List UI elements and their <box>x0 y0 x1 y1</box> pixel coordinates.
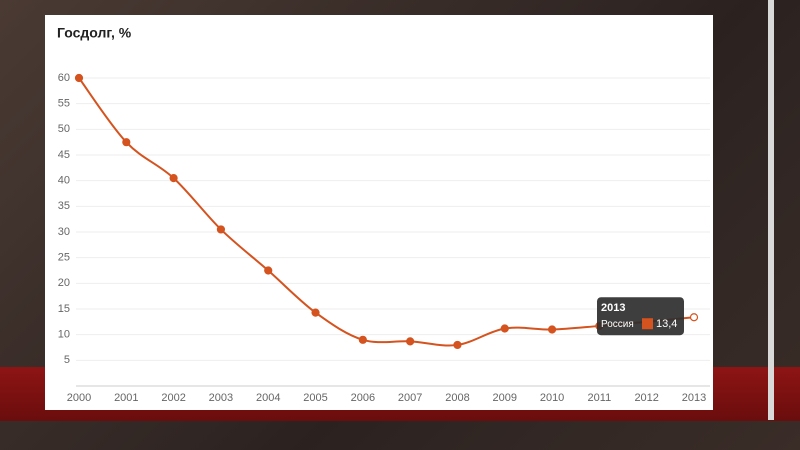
point <box>689 313 699 322</box>
x-tick-label: 2004 <box>256 392 280 404</box>
tooltip: 2013 Россия 13,4 <box>597 297 684 336</box>
y-tick-label: 25 <box>58 252 70 264</box>
x-tick-label: 2008 <box>445 392 469 404</box>
x-tick-label: 2002 <box>161 392 185 404</box>
x-tick-label: 2006 <box>351 392 375 404</box>
x-tick-label: 2012 <box>634 392 658 404</box>
point <box>264 266 273 275</box>
x-tick-label: 2011 <box>588 392 612 404</box>
point <box>500 324 509 333</box>
x-tick-label: 2005 <box>303 392 327 404</box>
x-tick-label: 2003 <box>209 392 233 404</box>
y-tick-label: 10 <box>58 329 70 341</box>
y-tick-label: 30 <box>58 226 70 238</box>
tooltip-swatch <box>642 318 653 330</box>
x-tick-label: 2007 <box>398 392 422 404</box>
tooltip-title: 2013 <box>601 302 625 314</box>
y-tick-label: 50 <box>58 123 70 135</box>
x-tick-label: 2010 <box>540 392 564 404</box>
x-tick-label: 2001 <box>114 392 138 404</box>
tooltip-box <box>597 297 684 336</box>
point <box>547 325 557 334</box>
point <box>169 174 178 183</box>
point <box>358 335 367 344</box>
y-tick-label: 5 <box>64 354 70 366</box>
frame <box>768 0 774 420</box>
y-tick-label: 35 <box>58 200 70 212</box>
y-tick-label: 45 <box>58 149 70 161</box>
y-tick-label: 40 <box>58 175 70 187</box>
point <box>406 337 415 346</box>
tooltip-series: Россия <box>601 319 634 330</box>
x-tick-label: 2000 <box>67 392 91 404</box>
point <box>122 138 131 147</box>
tooltip-value: 13,4 <box>656 318 677 330</box>
y-tick-label: 55 <box>58 98 70 110</box>
y-tick-label: 20 <box>58 277 70 289</box>
x-tick-label: 2009 <box>493 392 517 404</box>
y-tick-label: 15 <box>58 303 70 315</box>
y-tick-label: 60 <box>58 72 70 84</box>
chart-card <box>45 15 713 410</box>
point <box>216 225 226 234</box>
point <box>311 308 320 317</box>
chart-title: Госдолг, % <box>57 25 132 41</box>
x-tick-label: 2013 <box>682 392 706 404</box>
point <box>74 73 84 83</box>
point <box>453 340 462 350</box>
